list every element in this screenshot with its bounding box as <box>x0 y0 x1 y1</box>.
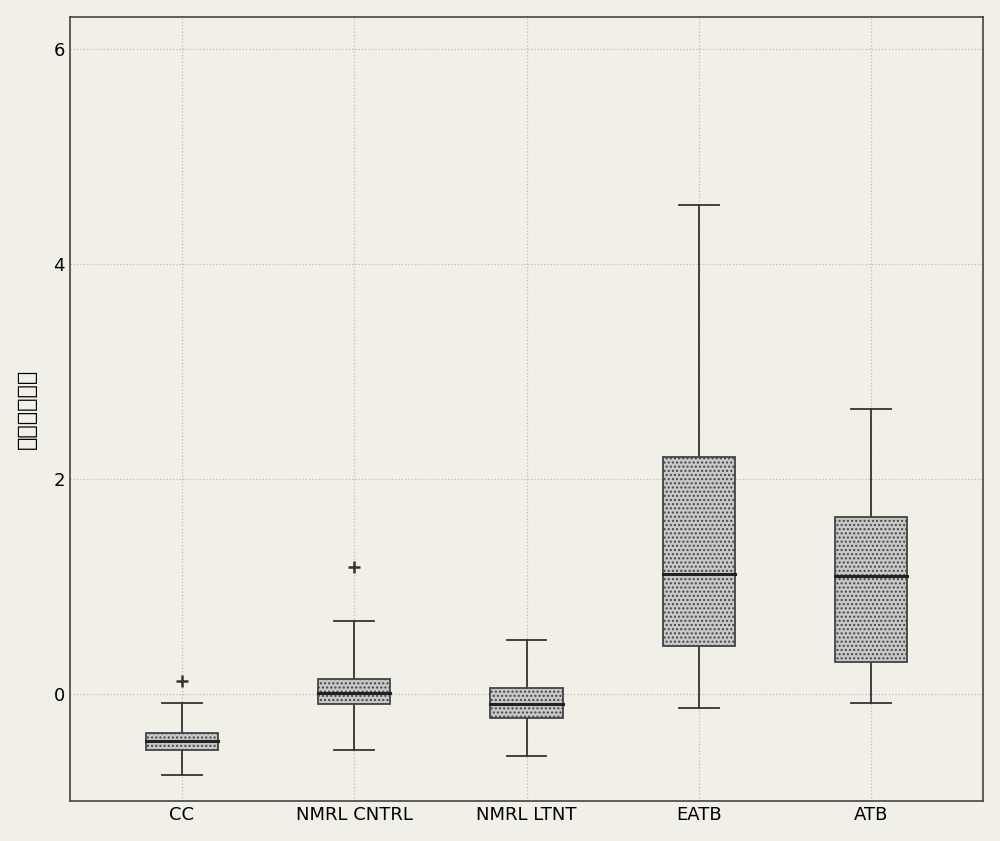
Y-axis label: 归一化强度値: 归一化强度値 <box>17 369 37 449</box>
Bar <box>318 679 390 704</box>
Bar <box>835 516 907 662</box>
Bar <box>490 687 563 717</box>
Bar <box>146 733 218 750</box>
Bar <box>663 458 735 646</box>
